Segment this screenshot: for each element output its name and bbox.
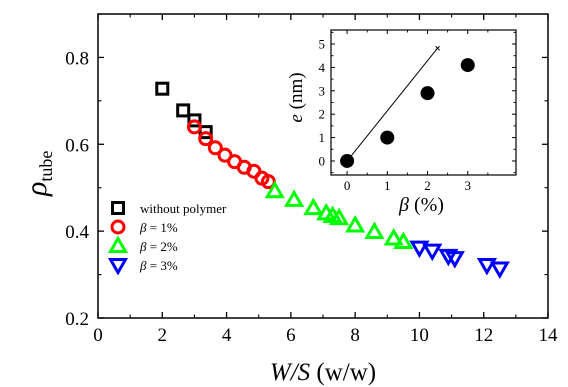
- inset-fit-line-end: [435, 45, 440, 51]
- inset-x-axis-symbol: β: [398, 194, 409, 216]
- legend-label-value: = 2%: [146, 239, 177, 254]
- x-tick-label: 4: [222, 325, 232, 346]
- legend-label: β = 3%: [139, 258, 178, 273]
- y-tick-label: 0.8: [65, 48, 89, 69]
- legend-label-symbol: β: [139, 220, 147, 235]
- series-3: [409, 240, 510, 279]
- data-point: [303, 197, 324, 216]
- x-tick-label: 0: [93, 325, 103, 346]
- main-plot: 0 2 4 6 8 10 12 140.20.40.60.8W/S (w/w)ρtube: [20, 13, 559, 386]
- x-tick-label: 12: [474, 325, 493, 346]
- inset-x-axis-title: β (%): [398, 194, 444, 216]
- y-axis-symbol: ρ: [20, 182, 53, 197]
- x-axis-unit: (w/w): [310, 359, 376, 386]
- x-tick-label: 10: [410, 325, 429, 346]
- inset-y-tick-label: 2: [319, 107, 326, 122]
- y-axis-title: ρtube: [20, 151, 56, 197]
- data-point: [187, 113, 202, 128]
- inset-data-point: [380, 130, 395, 145]
- data-point: [283, 189, 305, 207]
- inset-x-tick-label: 1: [384, 178, 391, 193]
- data-point: [393, 231, 414, 249]
- inset-x-tick-label: 3: [464, 178, 471, 193]
- data-point: [198, 125, 213, 140]
- inset-x-axis-unit: (%): [409, 194, 444, 216]
- data-point: [409, 240, 430, 259]
- x-tick-label: 6: [286, 325, 296, 346]
- data-point: [155, 81, 170, 96]
- x-axis-variable: W/S: [270, 359, 311, 386]
- data-point: [264, 180, 285, 199]
- data-point: [186, 119, 202, 135]
- inset-y-axis-unit: (nm): [286, 72, 307, 114]
- legend-label-symbol: β: [139, 239, 147, 254]
- legend-label: β = 1%: [139, 220, 178, 235]
- inset-x-tick-label: 2: [424, 178, 431, 193]
- data-point: [422, 243, 443, 262]
- data-point: [444, 251, 465, 269]
- legend-label: β = 2%: [139, 239, 178, 254]
- series-1: [186, 119, 276, 190]
- inset-data-point: [340, 153, 355, 168]
- legend-label-value: = 3%: [146, 258, 177, 273]
- y-tick-label: 0.4: [65, 222, 89, 243]
- inset-y-tick-label: 4: [319, 60, 326, 75]
- inset-y-axis-title: e (nm): [286, 72, 307, 122]
- y-tick-label: 0.6: [65, 135, 89, 156]
- inset-plot: 0 1 2 3 0 1 2 3 4 5 β (%) e (nm): [286, 29, 517, 216]
- x-axis-title: W/S (w/w): [270, 359, 376, 386]
- inset-data-point: [460, 58, 475, 73]
- data-point: [176, 103, 191, 118]
- data-point: [328, 207, 350, 226]
- legend-marker: [107, 258, 129, 276]
- data-point: [198, 131, 214, 147]
- y-axis-subscript: tube: [36, 151, 56, 182]
- legend-label-symbol: β: [139, 258, 147, 273]
- inset-x-tick-label: 0: [344, 178, 351, 193]
- data-point: [383, 228, 404, 246]
- data-point: [438, 248, 459, 267]
- data-point: [489, 261, 510, 279]
- x-tick-label: 8: [350, 325, 360, 346]
- data-point: [364, 221, 385, 240]
- inset-frame: [330, 29, 517, 176]
- series-0: [155, 81, 213, 140]
- inset-y-tick-label: 0: [319, 153, 326, 168]
- inset-y-axis-symbol: e: [286, 114, 307, 122]
- inset-y-tick-label: 3: [319, 83, 326, 98]
- x-tick-label: 14: [539, 325, 559, 346]
- inset-data-point: [420, 86, 435, 101]
- legend-label-value: = 1%: [146, 220, 177, 235]
- inset-y-tick-label: 1: [319, 130, 326, 145]
- data-point: [207, 140, 223, 156]
- legend-marker: [107, 235, 129, 253]
- data-point: [476, 258, 498, 276]
- inset-fit-line: [346, 47, 438, 162]
- series-2: [264, 180, 414, 249]
- inset-y-tick-label: 5: [319, 37, 326, 52]
- y-tick-label: 0.2: [65, 309, 89, 330]
- legend-label: without polymer: [140, 201, 227, 216]
- legend-marker: [111, 201, 125, 215]
- data-point: [345, 214, 366, 233]
- legend-marker: [110, 219, 126, 235]
- x-tick-label: 2: [158, 325, 168, 346]
